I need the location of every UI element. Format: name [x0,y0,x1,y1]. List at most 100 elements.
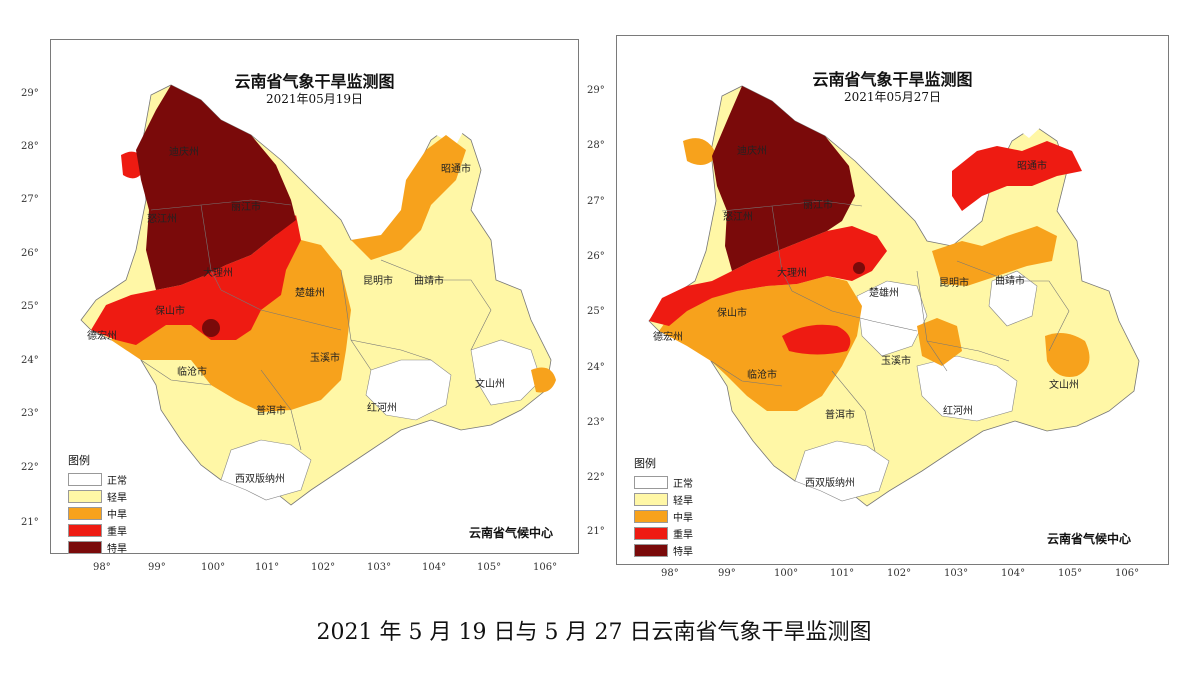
map-date: 2021年05月27日 [843,90,942,104]
city-label: 楚雄州 [295,288,325,299]
legend-label: 正常 [673,479,693,490]
lon-label: 98° [661,568,679,579]
city-label: 楚雄州 [869,288,899,299]
city-label: 西双版纳州 [805,478,855,489]
lat-label: 24° [587,362,605,373]
legend-swatch [634,493,668,506]
map-title: 云南省气象干旱监测图 [812,70,973,89]
area-severe [952,141,1082,211]
city-label: 怒江州 [723,212,753,223]
legend-title: 图例 [634,457,656,470]
lon-label: 101° [830,568,855,579]
city-label: 普洱市 [256,406,286,417]
city-label: 曲靖市 [995,276,1025,287]
lon-label: 103° [367,562,392,573]
legend-label: 特旱 [673,547,693,558]
lon-label: 106° [533,562,558,573]
city-label: 昭通市 [1017,161,1047,172]
credit-label: 云南省气候中心 [1047,532,1132,546]
legend-label: 重旱 [107,527,127,538]
lat-label: 26° [587,251,605,262]
legend-item: 正常 [68,471,127,488]
city-label: 红河州 [943,406,973,417]
lon-label: 106° [1115,568,1140,579]
area-normal [988,270,1038,327]
legend-label: 正常 [107,476,127,487]
credit-label: 云南省气候中心 [469,526,554,540]
drought-map-0527: 云南省气象干旱监测图 2021年05月27日 29° 28° 27° 26° 2… [587,35,1169,579]
lon-label: 104° [422,562,447,573]
lat-label: 27° [21,194,39,205]
city-label: 西双版纳州 [235,474,285,485]
city-label: 玉溪市 [881,356,911,367]
legend-label: 轻旱 [673,496,693,507]
area-normal [436,120,463,145]
legend-title: 图例 [68,454,90,467]
lat-label: 26° [21,248,39,259]
lon-label: 99° [718,568,736,579]
city-label: 文山州 [1049,380,1079,391]
area-moderate [531,367,556,393]
legend-item: 特旱 [68,539,127,556]
area-moderate [1045,332,1090,377]
area-severe [91,215,301,345]
lat-label: 28° [587,140,605,151]
lat-label: 22° [587,472,605,483]
lat-label: 24° [21,355,39,366]
legend-swatch [68,473,102,486]
legend: 图例 正常 轻旱 中旱 重旱 特旱 [68,452,127,556]
legend-swatch [68,507,102,520]
legend-item: 重旱 [634,525,693,542]
area-severe [782,324,851,355]
lon-label: 102° [311,562,336,573]
area-extreme [853,262,865,274]
drought-map-0519: 云南省气象干旱监测图 2021年05月19日 29° 28° 27° 26° 2… [21,39,579,573]
lat-label: 28° [21,141,39,152]
legend-item: 中旱 [634,508,693,525]
lon-label: 102° [887,568,912,579]
area-normal [794,440,890,502]
lat-label: 21° [587,526,605,537]
city-label: 大理州 [777,268,807,279]
lat-label: 27° [587,196,605,207]
city-label: 丽江市 [231,202,261,213]
legend-swatch [634,544,668,557]
area-normal [470,339,542,406]
lon-label: 100° [774,568,799,579]
lat-label: 29° [587,85,605,96]
legend-item: 重旱 [68,522,127,539]
area-extreme [136,85,296,290]
city-label: 德宏州 [653,332,683,343]
city-label: 迪庆州 [169,147,199,158]
legend-label: 重旱 [673,530,693,541]
legend-label: 轻旱 [107,493,127,504]
legend-item: 中旱 [68,505,127,522]
city-label: 临沧市 [177,367,207,378]
city-label: 玉溪市 [310,353,340,364]
legend-item: 轻旱 [68,488,127,505]
legend-swatch [68,541,102,554]
prefecture-boundaries [140,199,492,451]
city-label: 普洱市 [825,410,855,421]
legend-swatch [634,476,668,489]
lon-label: 103° [944,568,969,579]
legend-item: 正常 [634,474,693,491]
lon-label: 98° [93,562,111,573]
lon-label: 104° [1001,568,1026,579]
legend-item: 轻旱 [634,491,693,508]
area-moderate [932,226,1057,286]
legend-swatch [634,527,668,540]
map-canvas [80,84,556,506]
lat-label: 23° [587,417,605,428]
city-label: 德宏州 [87,331,117,342]
lat-label: 25° [21,301,39,312]
legend-item: 特旱 [634,542,693,559]
city-label: 大理州 [203,268,233,279]
area-moderate [917,318,962,366]
lon-label: 105° [1058,568,1083,579]
city-label: 昆明市 [939,278,969,289]
city-label: 怒江州 [147,214,177,225]
map-date: 2021年05月19日 [265,92,364,106]
area-moderate [351,135,466,260]
area-extreme [202,319,220,337]
